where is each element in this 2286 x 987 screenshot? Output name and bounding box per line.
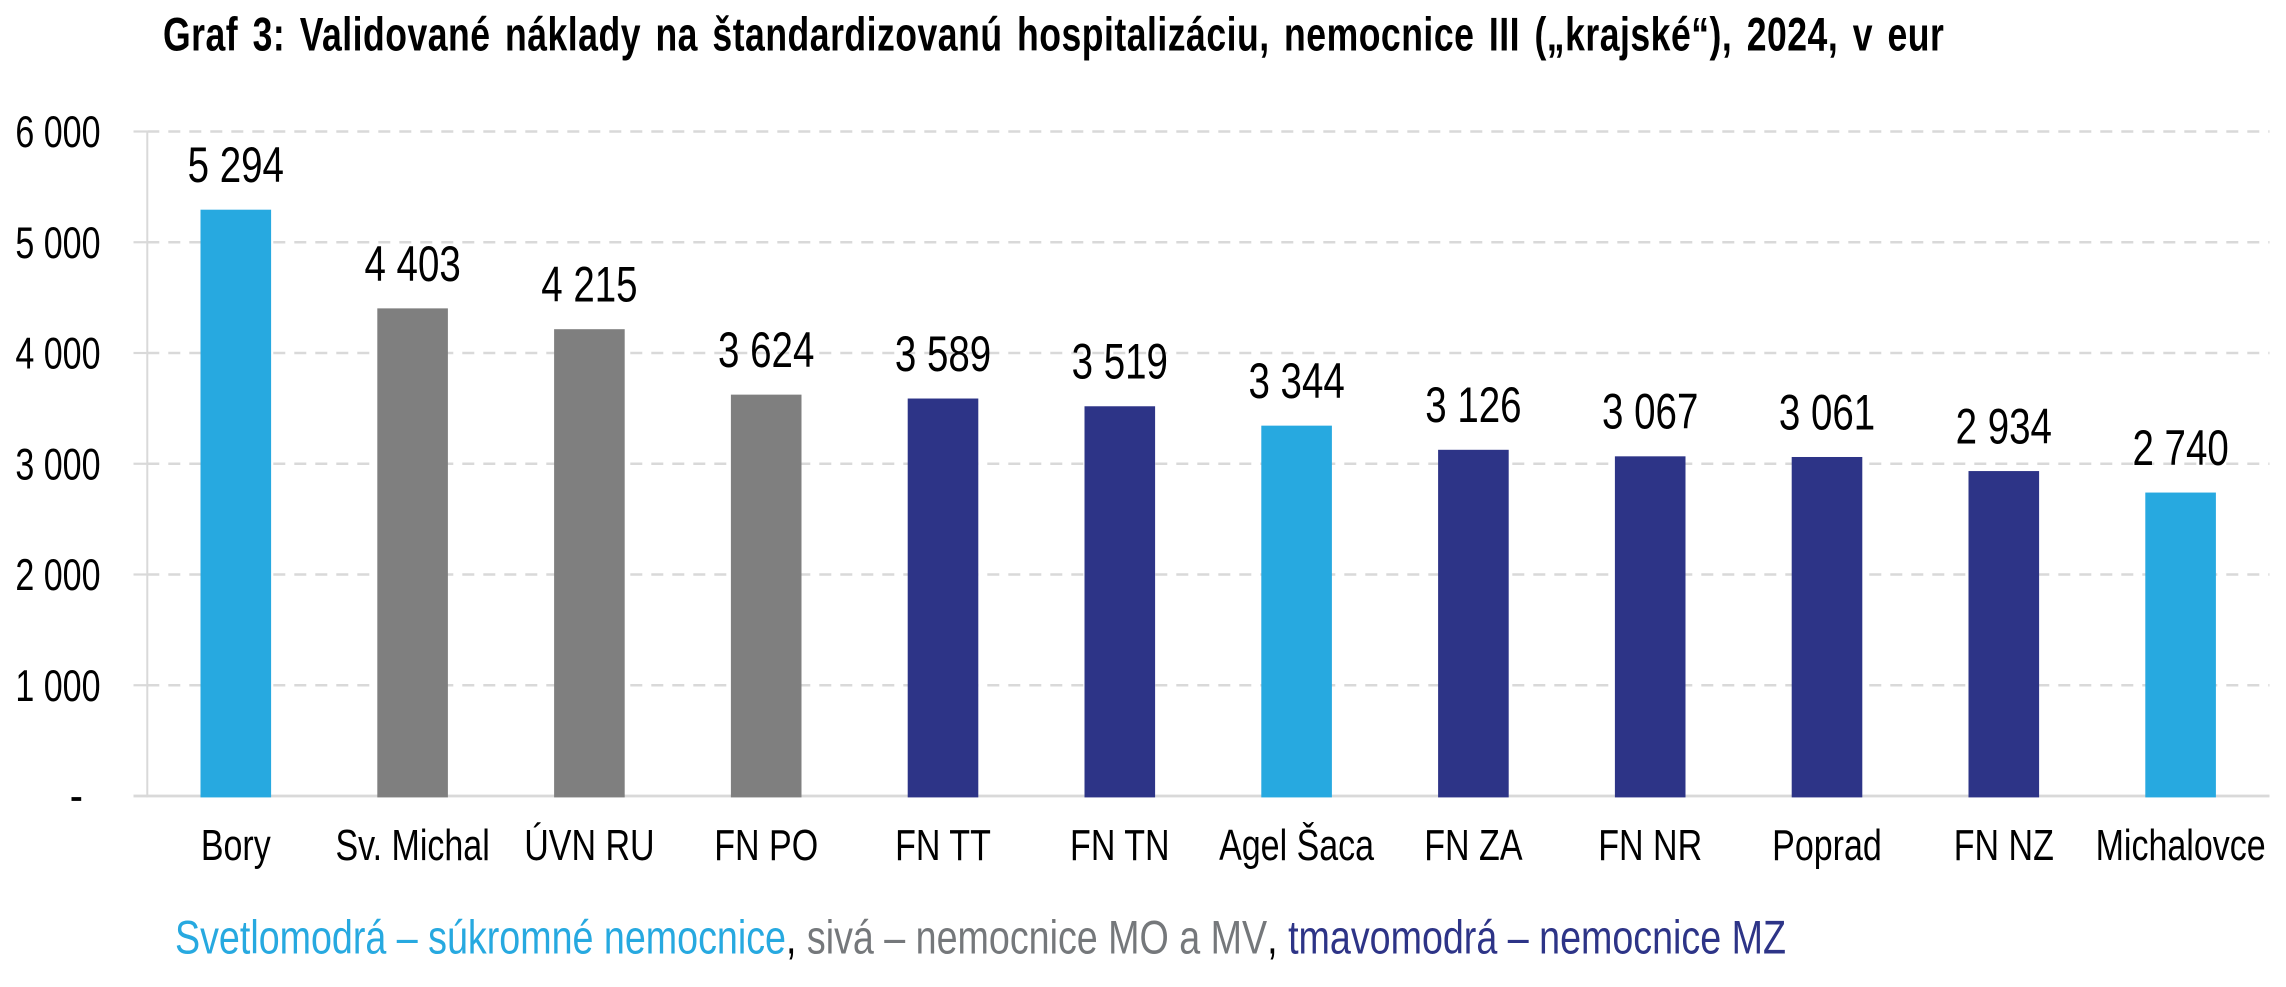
svg-text:FN PO: FN PO (714, 821, 818, 870)
svg-text:5 294: 5 294 (188, 136, 284, 193)
svg-text:FN ZA: FN ZA (1424, 821, 1523, 870)
svg-text:4 403: 4 403 (364, 235, 460, 292)
svg-text:3 344: 3 344 (1248, 352, 1344, 409)
svg-text:FN TN: FN TN (1070, 821, 1169, 870)
svg-text:6 000: 6 000 (15, 108, 100, 157)
svg-text:3 624: 3 624 (718, 321, 814, 378)
svg-text:FN NR: FN NR (1598, 821, 1702, 870)
svg-text:Bory: Bory (201, 821, 271, 870)
svg-text:Agel Šaca: Agel Šaca (1219, 821, 1374, 870)
svg-text:Michalovce: Michalovce (2096, 821, 2266, 870)
svg-text:4 215: 4 215 (541, 256, 637, 313)
svg-text:Sv. Michal: Sv. Michal (335, 821, 489, 870)
svg-text:3 126: 3 126 (1425, 376, 1521, 433)
svg-text:3 519: 3 519 (1072, 333, 1168, 390)
svg-text:FN TT: FN TT (895, 821, 991, 870)
svg-text:2 740: 2 740 (2132, 419, 2228, 476)
svg-text:Graf 3: Validované náklady na: Graf 3: Validované náklady na štandardiz… (163, 7, 1944, 60)
svg-text:ÚVN RU: ÚVN RU (524, 821, 654, 870)
svg-text:2 000: 2 000 (15, 551, 100, 600)
svg-text:2 934: 2 934 (1956, 397, 2052, 454)
svg-text:3 061: 3 061 (1779, 383, 1875, 440)
svg-text:Poprad: Poprad (1772, 821, 1882, 870)
svg-text:5 000: 5 000 (15, 218, 100, 267)
svg-text:4 000: 4 000 (15, 329, 100, 378)
svg-text:FN NZ: FN NZ (1954, 821, 2054, 870)
svg-text:3 000: 3 000 (15, 440, 100, 489)
svg-text:Svetlomodrá – súkromné nemocni: Svetlomodrá – súkromné nemocnice, sivá –… (175, 911, 1786, 964)
svg-text:3 589: 3 589 (895, 325, 991, 382)
svg-text:3 067: 3 067 (1602, 383, 1698, 440)
svg-text:1 000: 1 000 (15, 661, 100, 710)
